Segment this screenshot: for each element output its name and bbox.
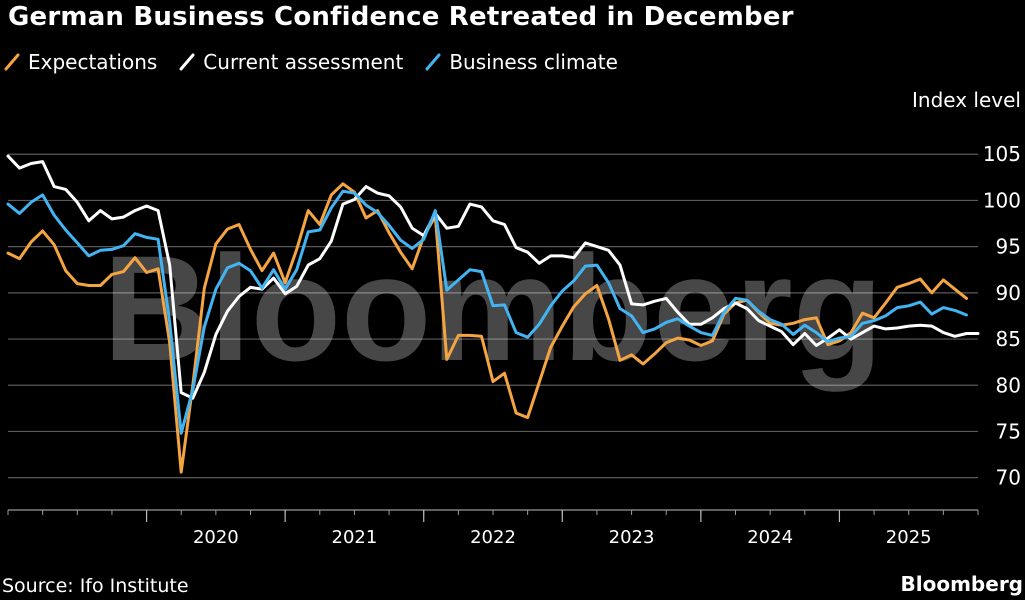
y-axis-unit-label: Index level	[912, 88, 1021, 112]
x-tick-label: 2023	[609, 527, 655, 548]
watermark: Bloomberg	[103, 224, 883, 392]
y-tick-label: 95	[996, 235, 1021, 259]
y-tick-label: 85	[996, 327, 1021, 351]
y-tick-label: 105	[983, 142, 1021, 166]
x-tick-label: 2020	[193, 527, 239, 548]
legend: Expectations Current assessment Business…	[4, 50, 618, 74]
y-tick-label: 75	[996, 419, 1021, 443]
legend-item-business-climate: Business climate	[425, 50, 618, 74]
x-tick-label: 2024	[747, 527, 793, 548]
x-tick-label: 2022	[470, 527, 516, 548]
legend-swatch-icon	[179, 53, 195, 71]
x-tick-label: 2021	[332, 527, 378, 548]
series-line-expectations	[6, 182, 968, 474]
legend-swatch-icon	[4, 53, 20, 71]
source-note: Source: Ifo Institute	[2, 575, 189, 597]
y-tick-label: 70	[996, 466, 1021, 490]
chart-title: German Business Confidence Retreated in …	[8, 2, 794, 32]
legend-label: Business climate	[449, 50, 618, 74]
y-tick-label: 80	[996, 373, 1021, 397]
legend-label: Current assessment	[203, 50, 404, 74]
legend-item-expectations: Expectations	[4, 50, 157, 74]
y-tick-label: 100	[983, 188, 1021, 212]
legend-swatch-icon	[425, 53, 441, 71]
series-line-business-climate	[6, 189, 968, 435]
legend-label: Expectations	[28, 50, 158, 74]
x-tick-label: 2025	[886, 527, 932, 548]
series-line-current-assessment	[6, 154, 980, 400]
legend-item-current-assessment: Current assessment	[179, 50, 403, 74]
bloomberg-logo: Bloomberg	[900, 572, 1023, 596]
y-tick-label: 90	[996, 281, 1021, 305]
